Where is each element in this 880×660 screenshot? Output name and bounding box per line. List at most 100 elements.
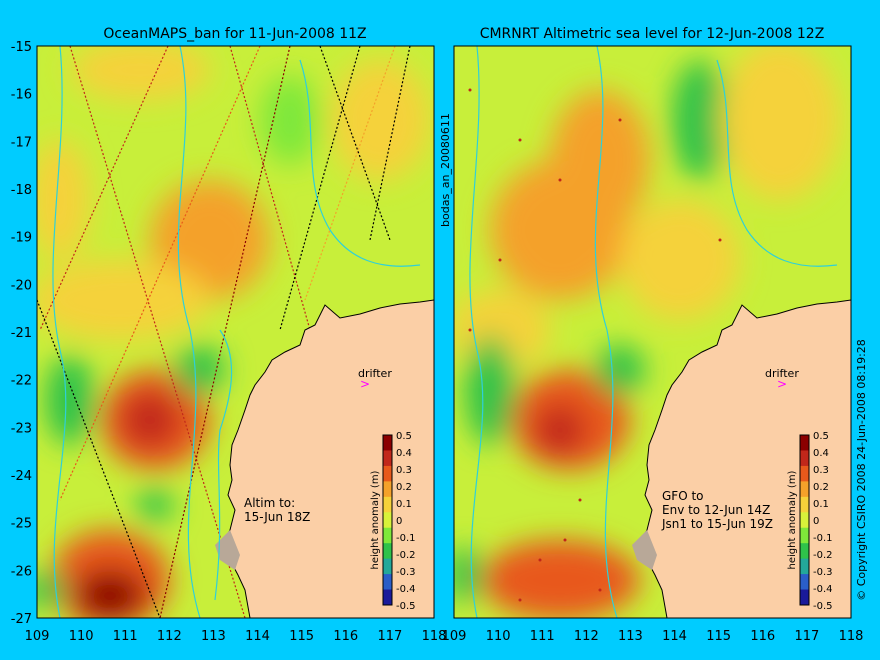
colorbar-tick-label: 0.4 (396, 448, 412, 459)
left-panel-title: OceanMAPS_ban for 11-Jun-2008 11Z (103, 26, 366, 42)
left-colorbar: 0.5 0.4 0.3 0.2 0.1 0 -0.1 -0.2 -0.3 -0.4 -0.5 heig… (370, 431, 416, 612)
lat-tick-label: -22 (11, 374, 32, 389)
lat-tick-label: -20 (11, 278, 32, 293)
copyright-text: © Copyright CSIRO 2008 24-Jun-2008 08:19… (855, 339, 868, 601)
lon-tick-label: 112 (157, 629, 182, 644)
side-label: bodas_an_20080611 (439, 113, 452, 227)
right-axes: 109 110 111 112 113 114 115 116 117 118 (442, 629, 864, 644)
lon-tick-label: 117 (377, 629, 402, 644)
colorbar-swatch (800, 512, 809, 529)
colorbar-swatch (800, 465, 809, 482)
colorbar-swatch (800, 435, 809, 451)
colorbar-swatch (383, 481, 392, 498)
lon-tick-label: 110 (69, 629, 94, 644)
lat-tick-label: -16 (11, 88, 32, 103)
right-annotation-line-3: Jsn1 to 15-Jun 19Z (661, 517, 773, 531)
colorbar-swatch (800, 450, 809, 467)
colorbar-tick-label: -0.5 (813, 601, 833, 612)
lat-tick-label: -17 (11, 135, 32, 150)
right-map-panel: CMRNRT Altimetric sea level for 12-Jun-2… (453, 26, 852, 619)
lon-tick-label: 113 (618, 629, 643, 644)
right-map-frame (453, 45, 852, 619)
lon-tick-label: 110 (486, 629, 511, 644)
colorbar-swatch (383, 450, 392, 467)
lon-tick-label: 116 (333, 629, 358, 644)
colorbar-tick-label: 0.2 (396, 482, 412, 493)
colorbar-tick-label: 0.2 (813, 482, 829, 493)
colorbar-swatch (800, 481, 809, 498)
colorbar-tick-label: -0.4 (813, 584, 833, 595)
colorbar-tick-label: 0 (396, 516, 402, 527)
colorbar-swatch (383, 558, 392, 575)
colorbar-tick-label: 0.3 (396, 465, 412, 476)
left-drifter-label: drifter (358, 367, 392, 380)
colorbar-frame (382, 434, 393, 606)
lat-tick-label: -24 (11, 469, 32, 484)
lon-tick-label: 117 (794, 629, 819, 644)
lat-tick-label: -19 (11, 231, 32, 246)
colorbar-swatch (383, 527, 392, 544)
colorbar-tick-label: 0 (813, 516, 819, 527)
lon-tick-label: 114 (245, 629, 270, 644)
lon-tick-label: 118 (422, 629, 447, 644)
right-colorbar: 0.5 0.4 0.3 0.2 0.1 0 -0.1 -0.2 -0.3 -0.4 -0.5 heig… (787, 431, 833, 612)
lon-tick-label: 112 (574, 629, 599, 644)
lat-tick-label: -25 (11, 517, 32, 532)
lat-tick-label: -21 (11, 326, 32, 341)
colorbar-tick-label: -0.2 (813, 550, 833, 561)
colorbar-tick-label: -0.3 (813, 567, 833, 578)
colorbar-swatch (383, 574, 392, 591)
colorbar-tick-label: -0.2 (396, 550, 416, 561)
colorbar-tick-label: 0.1 (396, 499, 412, 510)
colorbar-tick-label: -0.1 (813, 533, 833, 544)
colorbar-swatch (383, 435, 392, 451)
colorbar-swatch (800, 527, 809, 544)
left-map-panel: OceanMAPS_ban for 11-Jun-2008 11Z (36, 26, 435, 619)
colorbar-swatch (383, 465, 392, 482)
lat-tick-label: -27 (11, 612, 32, 627)
lon-tick-label: 116 (750, 629, 775, 644)
colorbar-tick-label: -0.4 (396, 584, 416, 595)
left-map-field (37, 46, 434, 618)
colorbar-tick-label: 0.4 (813, 448, 829, 459)
lat-tick-label: -18 (11, 183, 32, 198)
right-drifter-marker: > (777, 377, 787, 391)
lon-tick-label: 113 (201, 629, 226, 644)
colorbar-swatch (800, 589, 809, 606)
colorbar-swatch (800, 558, 809, 575)
colorbar-label: height anomaly (m) (787, 470, 798, 569)
lon-tick-label: 111 (113, 629, 138, 644)
left-drifter-marker: > (360, 377, 370, 391)
lon-tick-label: 114 (662, 629, 687, 644)
colorbar-tick-label: -0.5 (396, 601, 416, 612)
colorbar-swatch (383, 512, 392, 529)
lon-tick-label: 111 (530, 629, 555, 644)
colorbar-swatch (383, 589, 392, 606)
colorbar-tick-label: -0.1 (396, 533, 416, 544)
lat-tick-label: -23 (11, 421, 32, 436)
right-panel-title: CMRNRT Altimetric sea level for 12-Jun-2… (480, 26, 825, 42)
colorbar-swatch (800, 496, 809, 513)
right-annotation-line-1: GFO to (662, 489, 704, 503)
colorbar-swatch (383, 496, 392, 513)
colorbar-tick-label: 0.1 (813, 499, 829, 510)
lon-tick-label: 109 (25, 629, 50, 644)
colorbar-tick-label: -0.3 (396, 567, 416, 578)
lon-tick-label: 115 (289, 629, 314, 644)
lat-tick-label: -15 (11, 40, 32, 55)
colorbar-swatch (800, 574, 809, 591)
colorbar-frame (799, 434, 810, 606)
colorbar-tick-label: 0.3 (813, 465, 829, 476)
lon-tick-label: 118 (839, 629, 864, 644)
left-map-frame (36, 45, 435, 619)
left-annotation-line-1: Altim to: (244, 496, 295, 510)
right-map-field (454, 46, 851, 618)
colorbar-swatch (383, 543, 392, 560)
lon-tick-label: 115 (706, 629, 731, 644)
colorbar-swatch (800, 543, 809, 560)
left-annotation-line-2: 15-Jun 18Z (244, 510, 310, 524)
colorbar-tick-label: 0.5 (813, 431, 829, 442)
lon-tick-label: 109 (442, 629, 467, 644)
right-annotation-line-2: Env to 12-Jun 14Z (662, 503, 770, 517)
